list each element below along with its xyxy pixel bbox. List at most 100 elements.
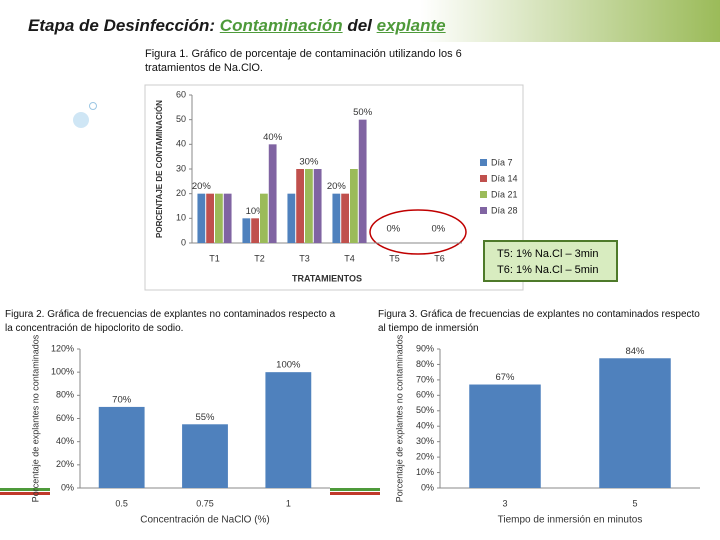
legend-label: Día 28	[491, 205, 518, 215]
highlight-oval	[369, 209, 467, 255]
y-tick-label: 60%	[56, 413, 74, 423]
value-label: 10%	[246, 206, 266, 217]
bar	[332, 193, 341, 243]
y-tick-label: 80%	[416, 359, 434, 369]
y-tick-label: 30	[176, 163, 186, 173]
y-tick-label: 0%	[421, 482, 434, 492]
legend-label: Día 21	[491, 189, 518, 199]
bar	[197, 193, 206, 243]
bar	[182, 424, 228, 488]
bar	[469, 384, 541, 488]
y-tick-label: 50%	[416, 405, 434, 415]
y-tick-label: 10	[176, 213, 186, 223]
value-label: 67%	[495, 372, 515, 383]
y-tick-label: 40%	[56, 436, 74, 446]
y-tick-label: 40	[176, 139, 186, 149]
legend-swatch	[480, 191, 487, 198]
value-label: 0%	[386, 224, 400, 235]
bar	[358, 119, 367, 243]
y-tick-label: 10%	[416, 467, 434, 477]
y-tick-label: 100%	[51, 367, 74, 377]
y-tick-label: 70%	[416, 374, 434, 384]
x-tick-label: 1	[286, 498, 291, 508]
value-label: 40%	[263, 132, 283, 143]
y-tick-label: 20	[176, 188, 186, 198]
x-tick-label: 0.5	[115, 498, 128, 508]
bar	[313, 169, 322, 243]
x-tick-label: 5	[632, 498, 637, 508]
figure-caption: Figura 1. Gráfico de porcentaje de conta…	[145, 48, 462, 74]
annotation-line: T5: 1% Na.Cl – 3min	[497, 248, 599, 260]
title-text: explante	[376, 16, 446, 35]
decor-stripe	[0, 492, 50, 495]
y-tick-label: 0%	[61, 482, 74, 492]
y-axis-label: Porcentaje de explantes no contaminados	[30, 334, 40, 502]
y-tick-label: 30%	[416, 436, 434, 446]
title-text: Contaminación	[219, 16, 343, 35]
x-tick-label: 3	[502, 498, 507, 508]
x-tick-label: T4	[344, 253, 355, 263]
bar	[98, 406, 145, 488]
decor-stripe	[330, 488, 380, 491]
title-text: del	[347, 16, 372, 35]
x-axis-label: TRATAMIENTOS	[292, 273, 362, 283]
legend-label: Día 7	[491, 157, 513, 167]
value-label: 20%	[327, 181, 347, 192]
y-tick-label: 20%	[56, 459, 74, 469]
bar	[350, 169, 358, 243]
bar	[305, 169, 313, 243]
legend-label: Día 14	[491, 173, 518, 183]
y-tick-label: 20%	[416, 451, 434, 461]
value-label: 70%	[112, 394, 132, 405]
slide-title: Etapa de Desinfección: Contaminación del…	[28, 16, 446, 36]
y-tick-label: 60	[176, 89, 186, 99]
x-tick-label: T3	[299, 253, 310, 263]
value-label: 0%	[431, 224, 445, 235]
title-text: Etapa de Desinfección:	[28, 16, 216, 35]
bar	[215, 193, 223, 243]
y-tick-label: 80%	[56, 390, 74, 400]
bar	[251, 218, 259, 243]
y-axis-label: Porcentaje de explantes no contaminados	[394, 334, 404, 502]
y-tick-label: 120%	[51, 343, 74, 353]
decor-bubble	[89, 102, 97, 110]
bar	[265, 372, 312, 488]
x-tick-label: T1	[209, 253, 220, 263]
value-label: 50%	[353, 107, 373, 118]
y-tick-label: 90%	[416, 343, 434, 353]
legend-swatch	[480, 207, 487, 214]
bar	[223, 193, 232, 243]
y-tick-label: 60%	[416, 390, 434, 400]
y-tick-label: 50	[176, 114, 186, 124]
value-label: 84%	[625, 346, 645, 357]
figure-caption: Figura 2. Gráfica de frecuencias de expl…	[5, 309, 336, 334]
annotation-line: T6: 1% Na.Cl – 5min	[497, 264, 599, 276]
bar	[599, 358, 671, 488]
x-tick-label: 0.75	[196, 498, 214, 508]
bar	[242, 218, 251, 243]
value-label: 100%	[276, 360, 301, 371]
y-tick-label: 0	[181, 237, 186, 247]
bar	[341, 193, 349, 243]
value-label: 55%	[195, 412, 215, 423]
bar	[268, 144, 277, 243]
header-band	[420, 0, 720, 42]
bar	[206, 193, 214, 243]
value-label: 30%	[299, 157, 319, 168]
legend-swatch	[480, 159, 487, 166]
bar	[287, 193, 296, 243]
x-axis-label: Concentración de NaClO (%)	[140, 515, 270, 526]
x-tick-label: T2	[254, 253, 265, 263]
decor-stripe	[0, 488, 50, 491]
legend-swatch	[480, 175, 487, 182]
bar	[260, 193, 268, 243]
decor-bubble	[73, 112, 89, 128]
value-label: 20%	[192, 181, 212, 192]
annotation-box: T5: 1% Na.Cl – 3min T6: 1% Na.Cl – 5min	[483, 240, 618, 282]
y-axis-label: PORCENTAJE DE CONTAMINACIÓN	[155, 100, 164, 238]
x-tick-label: T5	[389, 253, 400, 263]
x-tick-label: T6	[434, 253, 445, 263]
y-tick-label: 40%	[416, 421, 434, 431]
